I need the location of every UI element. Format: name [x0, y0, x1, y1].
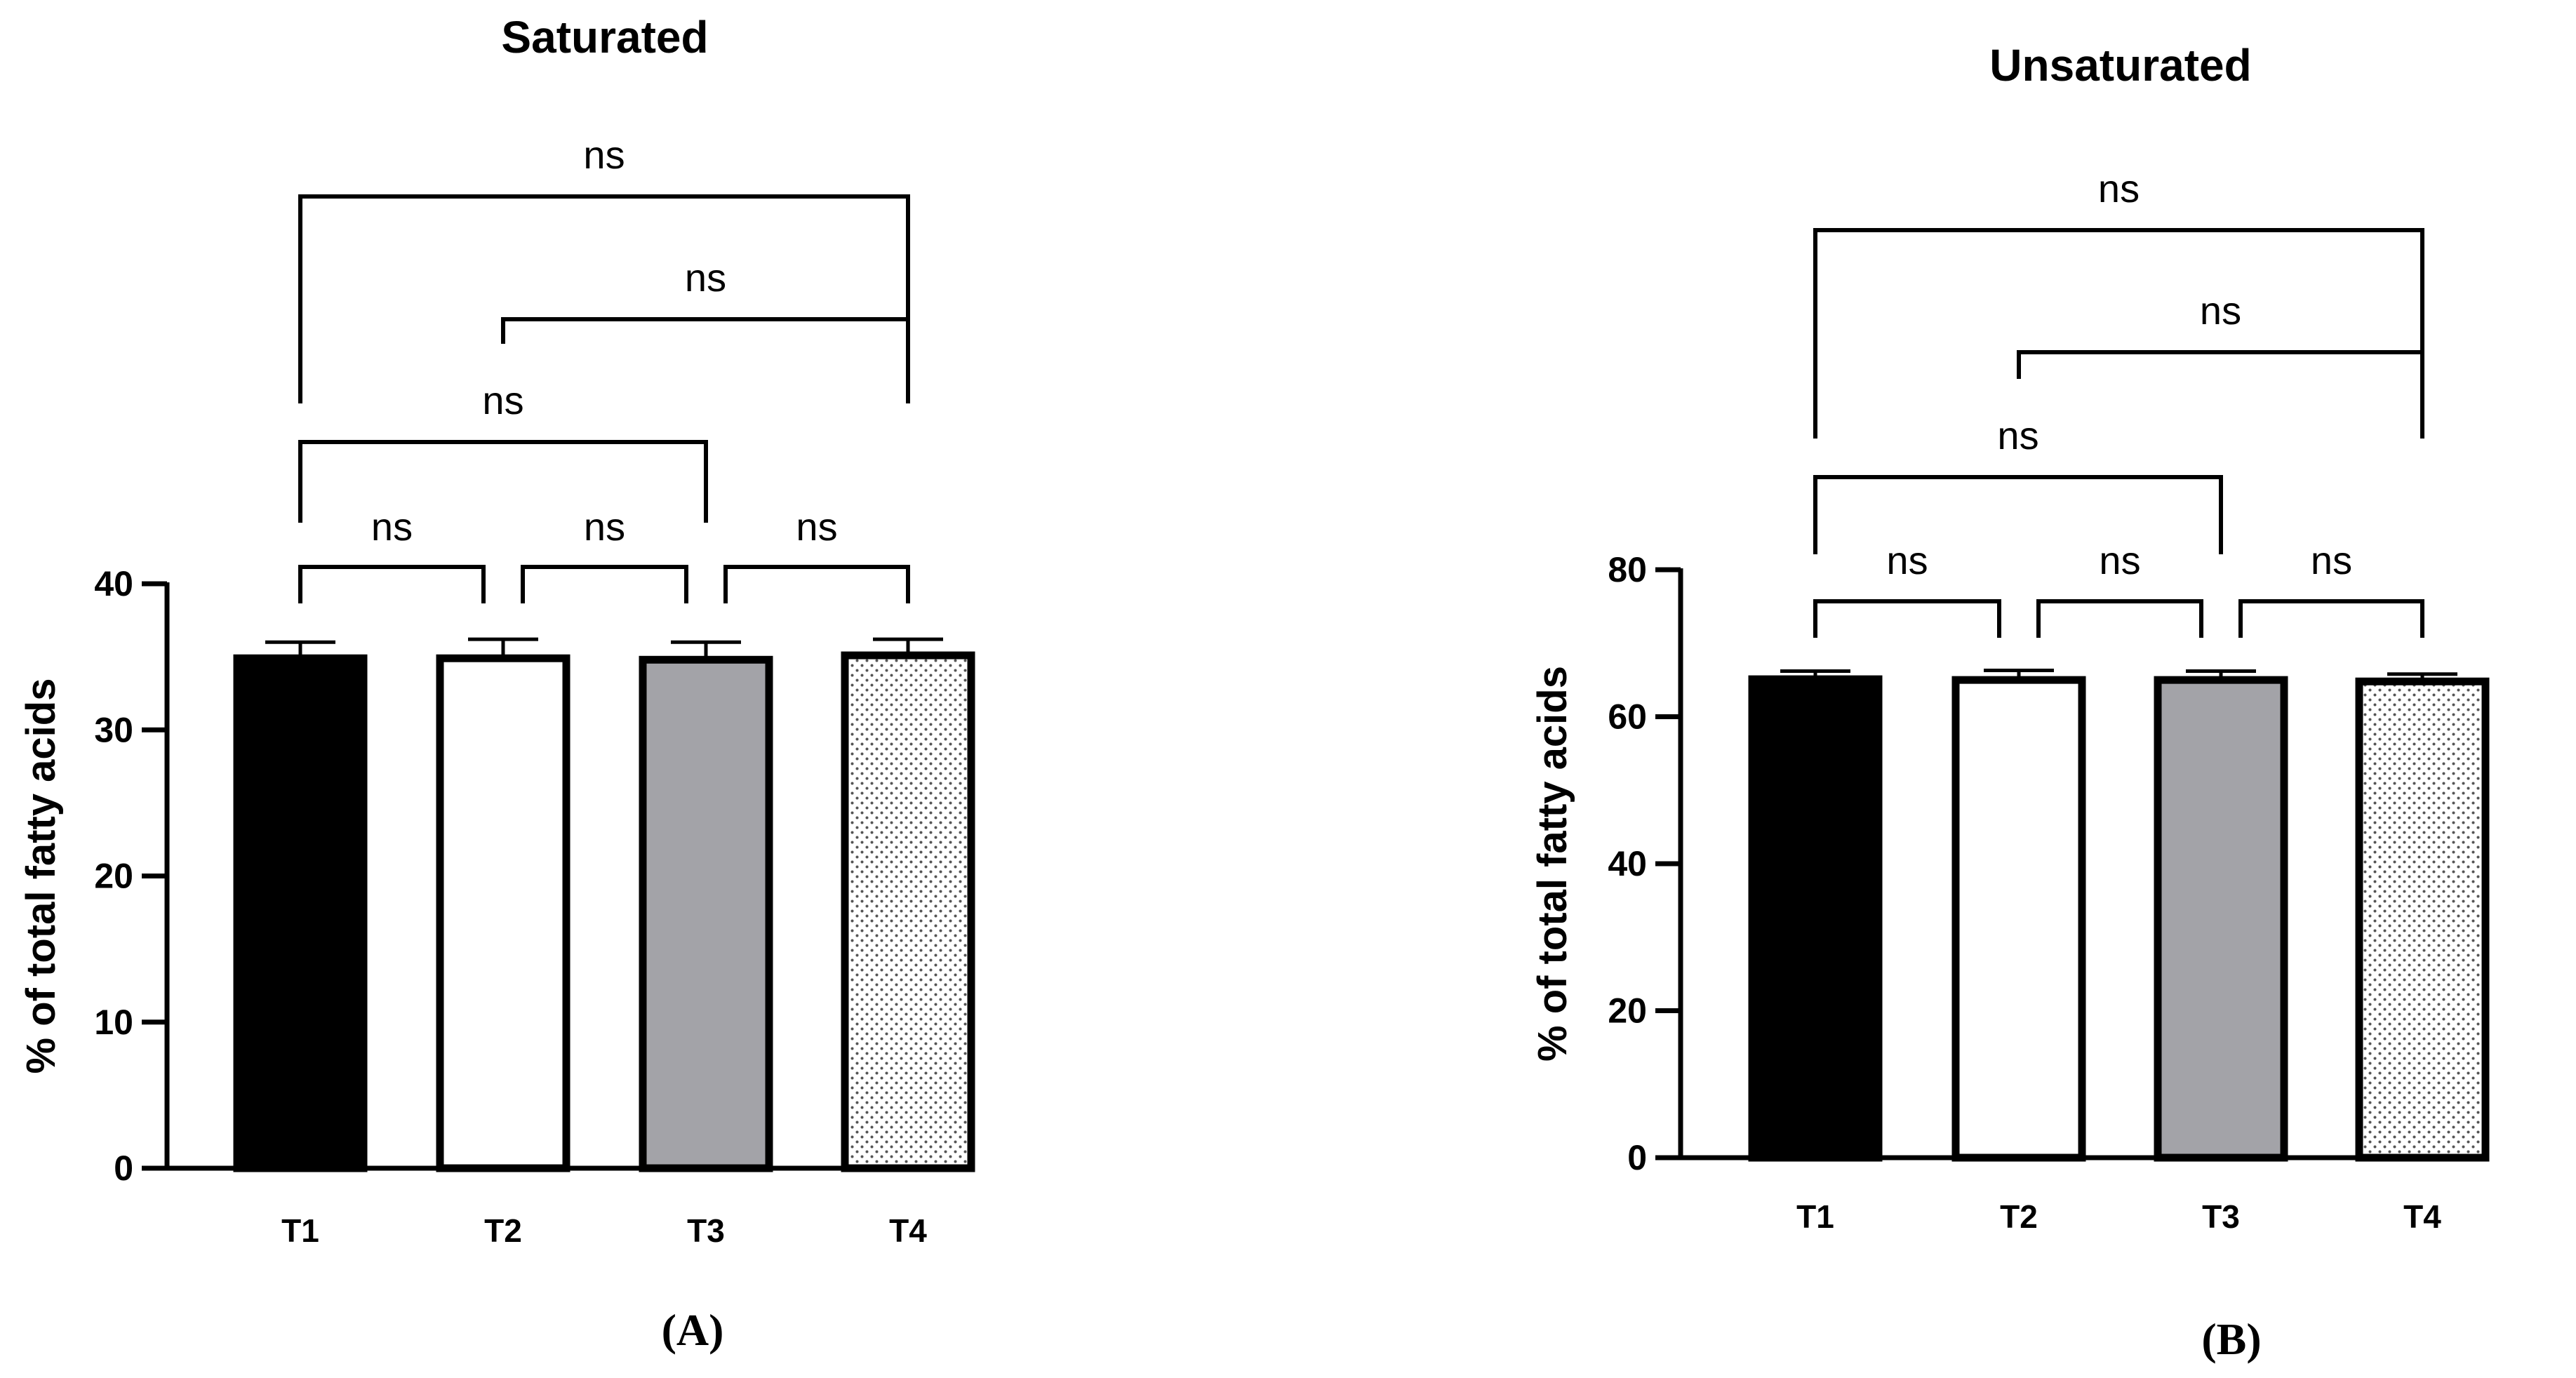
y-tick-label: 30: [94, 710, 133, 749]
chart-title: Unsaturated: [1989, 40, 2251, 91]
x-tick-label: T1: [281, 1212, 319, 1249]
significance-label: ns: [584, 504, 625, 549]
y-tick-label: 0: [114, 1149, 133, 1188]
significance-label: ns: [482, 378, 523, 422]
bar-t4: [2355, 677, 2490, 1162]
panel-a-chart: Saturated 0 10 20 30 40 % of total fatty acids…: [18, 12, 975, 1355]
y-tick-label: 60: [1608, 697, 1647, 737]
significance-bracket: [2017, 350, 2424, 379]
panel-label: (B): [2201, 1314, 2261, 1364]
significance-bracket: [723, 565, 910, 603]
y-tick-label: 40: [1608, 844, 1647, 883]
significance-label: ns: [1886, 538, 1928, 582]
x-tick-label: T1: [1796, 1198, 1834, 1235]
y-tick-label: 20: [94, 857, 133, 896]
significance-label: ns: [685, 255, 726, 300]
significance-bracket: [1813, 599, 2001, 638]
panel-label: (A): [662, 1305, 724, 1355]
bar-t1: [1748, 675, 1883, 1162]
x-tick-label: T3: [2202, 1198, 2240, 1235]
significance-bracket: [1813, 228, 2424, 439]
bar-t4: [841, 651, 975, 1172]
y-tick-label: 10: [94, 1003, 133, 1042]
significance-label: ns: [371, 504, 413, 549]
significance-bracket: [501, 317, 910, 344]
bar-t2: [436, 654, 570, 1172]
panel-b-chart: Unsaturated 0 20 40 60 80 % of total fatty aci…: [1530, 40, 2490, 1364]
significance-label: ns: [2098, 166, 2140, 210]
significance-bracket: [298, 440, 708, 523]
significance-bracket: [2036, 599, 2203, 638]
x-tick-label: T3: [687, 1212, 725, 1249]
significance-label: ns: [1997, 413, 2038, 457]
significance-bracket: [2238, 599, 2424, 638]
x-tick-label: T2: [484, 1212, 522, 1249]
x-tick-label: T2: [2000, 1198, 2038, 1235]
significance-label: ns: [2200, 288, 2241, 333]
significance-bracket: [298, 194, 910, 403]
bar-t1: [233, 654, 368, 1172]
significance-label: ns: [2099, 538, 2140, 582]
significance-label: ns: [583, 133, 625, 177]
y-tick-label: 40: [94, 564, 133, 603]
chart-title: Saturated: [501, 12, 708, 62]
significance-bracket: [298, 565, 486, 603]
y-tick-label: 20: [1608, 991, 1647, 1031]
x-tick-label: T4: [889, 1212, 927, 1249]
significance-bracket: [1813, 475, 2223, 554]
significance-label: ns: [2311, 538, 2352, 582]
y-tick-label: 0: [1627, 1138, 1647, 1177]
significance-bracket: [521, 565, 688, 603]
y-tick-label: 80: [1608, 550, 1647, 589]
bar-t3: [639, 655, 773, 1172]
bar-t2: [1951, 676, 2086, 1162]
x-tick-label: T4: [2403, 1198, 2441, 1235]
y-axis-label: % of total fatty acids: [18, 678, 64, 1074]
bar-t3: [2154, 676, 2288, 1162]
y-axis-label: % of total fatty acids: [1530, 666, 1575, 1062]
significance-label: ns: [796, 504, 837, 549]
